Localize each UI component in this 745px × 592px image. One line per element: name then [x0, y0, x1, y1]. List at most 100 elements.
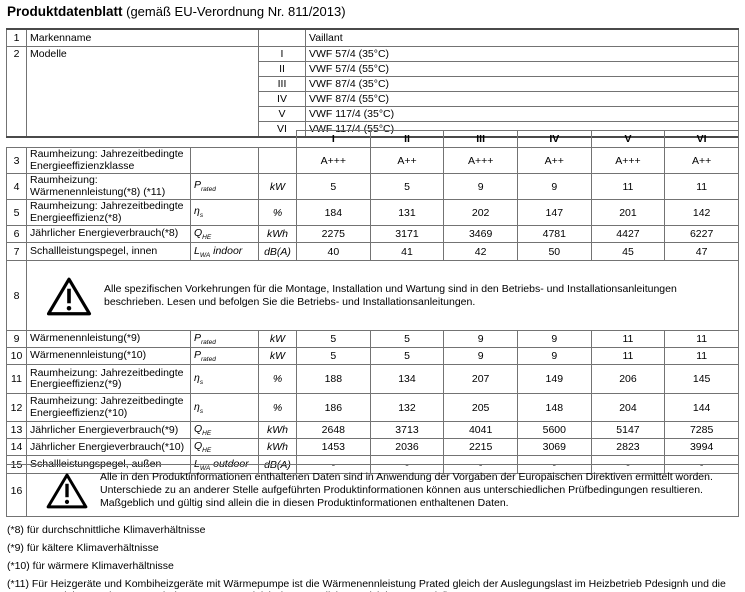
symbol: η — [194, 372, 200, 385]
value-cell: 3713 — [369, 421, 445, 440]
symbol-subscript: HE — [202, 447, 212, 455]
page-title: Produktdatenblatt (gemäß EU-Verordnung N… — [7, 4, 346, 19]
value-cell: 2215 — [443, 438, 518, 457]
table-row: 11 Raumheizung: Jahrezeitbedingte Energi… — [6, 364, 739, 395]
model-index: IV — [258, 90, 306, 107]
row-number: 13 — [6, 421, 27, 440]
table-row: V VWF 117/4 (35°C) — [7, 105, 739, 122]
value-cell: 9 — [443, 347, 518, 366]
value-cell: 5 — [296, 173, 371, 200]
symbol: η — [194, 400, 200, 413]
column-header: IV — [516, 130, 592, 148]
empty-cell — [27, 131, 191, 148]
row-label: Wärmenennleistung(*9) — [26, 330, 191, 349]
value-cell: 188 — [296, 364, 371, 395]
unit-cell: kWh — [258, 438, 297, 457]
symbol-subscript: HE — [202, 234, 212, 242]
footnotes: (*8) für durchschnittliche Klimaverhältn… — [7, 524, 740, 592]
value-cell: 47 — [664, 242, 739, 262]
value-cell: 5147 — [590, 421, 666, 440]
value-cell: 11 — [664, 347, 739, 366]
row-label: Jährlicher Energieverbrauch(*9) — [26, 421, 191, 440]
row-number: 2 — [6, 45, 27, 137]
value-cell: 41 — [369, 242, 445, 262]
warning-row: 8 Alle spezifischen Vorkehrungen für die… — [6, 260, 739, 332]
symbol-cell: LWA indoor — [190, 242, 259, 262]
value-cell: 9 — [516, 330, 592, 349]
value-cell: 184 — [296, 199, 371, 226]
footnote: (*8) für durchschnittliche Klimaverhältn… — [7, 524, 206, 536]
value-cell: A+++ — [296, 147, 371, 174]
symbol-subscript: rated — [201, 356, 216, 364]
value-cell: 11 — [590, 347, 666, 366]
value-cell: 5 — [296, 347, 371, 366]
symbol-suffix: indoor — [210, 244, 243, 257]
value-cell: 206 — [590, 364, 666, 395]
value-cell: A++ — [369, 147, 445, 174]
row-number: 14 — [6, 438, 27, 457]
value-cell: 2275 — [296, 224, 371, 244]
symbol-cell: QHE — [190, 224, 259, 244]
warning-cell: Alle spezifischen Vorkehrungen für die M… — [26, 260, 739, 332]
unit-cell: kW — [258, 347, 297, 366]
unit-cell: % — [258, 364, 297, 395]
model-name: VWF 57/4 (55°C) — [305, 60, 739, 77]
column-header: III — [443, 130, 518, 148]
warning-row: 16 Alle in den Produktinformationen enth… — [6, 464, 739, 517]
symbol-cell — [190, 147, 259, 174]
brand-value: Vaillant — [305, 28, 739, 47]
value-cell: 186 — [296, 393, 371, 423]
value-cell: 204 — [590, 393, 666, 423]
value-cell: A++ — [664, 147, 739, 174]
row-number: 1 — [6, 28, 27, 47]
symbol-cell: ηs — [190, 199, 259, 226]
table-row: 14 Jährlicher Energieverbrauch(*10) QHE … — [6, 438, 739, 457]
value-cell: A++ — [516, 147, 592, 174]
row-label: Schallleistungspegel, innen — [26, 242, 191, 262]
value-cell: 142 — [664, 199, 739, 226]
unit-cell: dB(A) — [258, 242, 297, 262]
value-cell: 9 — [516, 347, 592, 366]
unit-cell: % — [258, 199, 297, 226]
value-cell: 147 — [516, 199, 592, 226]
value-cell: 11 — [590, 173, 666, 200]
symbol-subscript: s — [199, 212, 204, 220]
row-label: Markenname — [26, 28, 259, 47]
table-row: 6 Jährlicher Energieverbrauch(*8) QHE kW… — [6, 224, 739, 244]
value-cell: 11 — [590, 330, 666, 349]
value-cell: 5 — [369, 173, 445, 200]
value-cell: 131 — [369, 199, 445, 226]
symbol-cell: Prated — [190, 347, 259, 366]
value-cell: 148 — [516, 393, 592, 423]
table-row: 13 Jährlicher Energieverbrauch(*9) QHE k… — [6, 421, 739, 440]
value-cell: 3069 — [516, 438, 592, 457]
value-cell: 201 — [590, 199, 666, 226]
value-cell: 3994 — [664, 438, 739, 457]
model-name: VWF 117/4 (35°C) — [305, 105, 739, 122]
unit-cell: kWh — [258, 421, 297, 440]
footnote: (*10) für wärmere Klimaverhältnisse — [7, 560, 174, 572]
symbol-subscript: s — [199, 407, 204, 415]
value-cell: 45 — [590, 242, 666, 262]
row-number: 4 — [6, 173, 27, 200]
value-cell: A+++ — [590, 147, 666, 174]
symbol-subscript: rated — [201, 339, 216, 347]
model-index: III — [258, 75, 306, 92]
model-index: I — [258, 45, 306, 62]
value-cell: 9 — [443, 173, 518, 200]
table-row: 4 Raumheizung: Wärmenennleistung(*8) (*1… — [6, 173, 739, 200]
row-label: Raumheizung: Jahrezeitbedingte Energieef… — [26, 364, 191, 395]
unit-cell — [258, 147, 297, 174]
value-cell: 9 — [443, 330, 518, 349]
warning-text: Alle in den Produktinformationen enthalt… — [100, 471, 713, 509]
notice-table: 16 Alle in den Produktinformationen enth… — [6, 464, 739, 517]
symbol: P — [194, 349, 202, 362]
value-cell: 2648 — [296, 421, 371, 440]
value-cell: 205 — [443, 393, 518, 423]
value-cell: 3171 — [369, 224, 445, 244]
symbol-subscript: WA — [199, 251, 211, 259]
table-row: 12 Raumheizung: Jahrezeitbedingte Energi… — [6, 393, 739, 423]
symbol-cell: ηs — [190, 393, 259, 423]
value-cell: 207 — [443, 364, 518, 395]
value-cell: 144 — [664, 393, 739, 423]
